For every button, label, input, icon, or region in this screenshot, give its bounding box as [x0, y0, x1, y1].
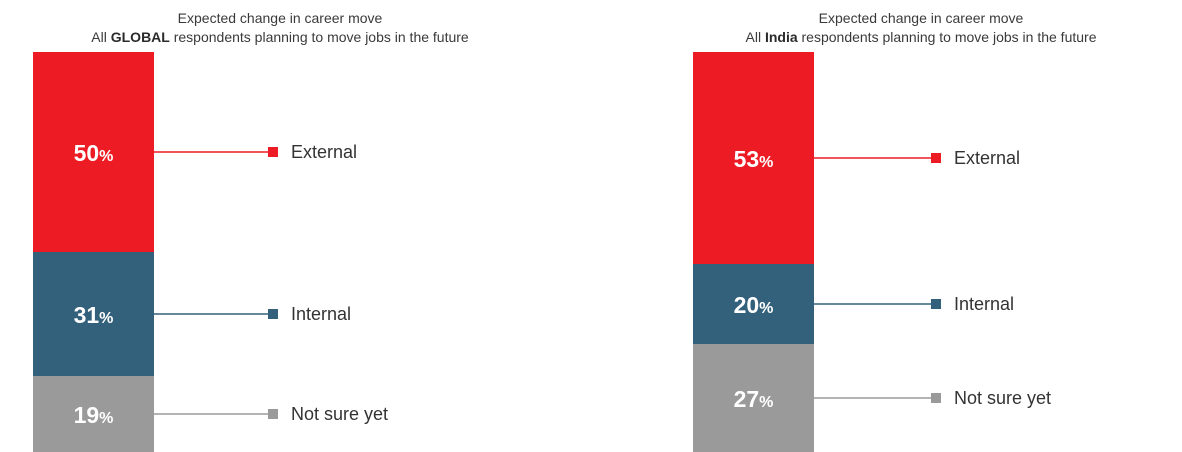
- chart-panel-india: Expected change in career move All India…: [660, 0, 1182, 452]
- data-label-external: 53%: [734, 146, 774, 172]
- legend-marker-external: [268, 147, 278, 157]
- data-label-not-sure-yet: 27%: [734, 386, 774, 412]
- data-label-not-sure-yet: 19%: [74, 402, 114, 428]
- data-label-internal: 20%: [734, 292, 774, 318]
- bar-segment-internal: [693, 264, 814, 344]
- legend-label-not-sure-yet: Not sure yet: [291, 404, 388, 424]
- legend-label-not-sure-yet: Not sure yet: [954, 388, 1051, 408]
- data-label-internal: 31%: [74, 302, 114, 328]
- legend-label-external: External: [954, 148, 1020, 168]
- subtitle-suffix: respondents planning to move jobs in the…: [801, 29, 1097, 45]
- bar-segment-not-sure-yet: [33, 376, 154, 452]
- bar-segment-not-sure-yet: [693, 344, 814, 452]
- chart-title-block: Expected change in career move All India…: [660, 9, 1182, 47]
- bar-segment-external: [33, 52, 154, 252]
- stacked-bar-chart-global: 50% External 31% Internal 19% Not sure yet: [33, 52, 388, 452]
- chart-title: Expected change in career move: [818, 10, 1024, 26]
- legend-label-internal: Internal: [291, 304, 351, 324]
- legend-marker-internal: [931, 299, 941, 309]
- legend-marker-not-sure-yet: [268, 409, 278, 419]
- chart-title-block: Expected change in career move All GLOBA…: [0, 9, 560, 47]
- subtitle-prefix: All: [91, 29, 107, 45]
- stacked-bar-chart-india: 53% External 20% Internal 27% Not sure yet: [693, 52, 1051, 452]
- data-label-external: 50%: [74, 140, 114, 166]
- chart-subtitle: All GLOBAL respondents planning to move …: [0, 28, 560, 47]
- bar-segment-internal: [33, 252, 154, 376]
- legend-marker-external: [931, 153, 941, 163]
- bar-segment-external: [693, 52, 814, 264]
- subtitle-suffix: respondents planning to move jobs in the…: [173, 29, 469, 45]
- subtitle-emphasis: India: [764, 29, 798, 45]
- legend-label-internal: Internal: [954, 294, 1014, 314]
- legend-label-external: External: [291, 142, 357, 162]
- subtitle-prefix: All: [745, 29, 762, 45]
- legend-marker-not-sure-yet: [931, 393, 941, 403]
- legend-marker-internal: [268, 309, 278, 319]
- chart-subtitle: All India respondents planning to move j…: [660, 28, 1182, 47]
- chart-panel-global: Expected change in career move All GLOBA…: [0, 0, 560, 452]
- subtitle-emphasis: GLOBAL: [110, 29, 170, 45]
- chart-title: Expected change in career move: [177, 10, 383, 26]
